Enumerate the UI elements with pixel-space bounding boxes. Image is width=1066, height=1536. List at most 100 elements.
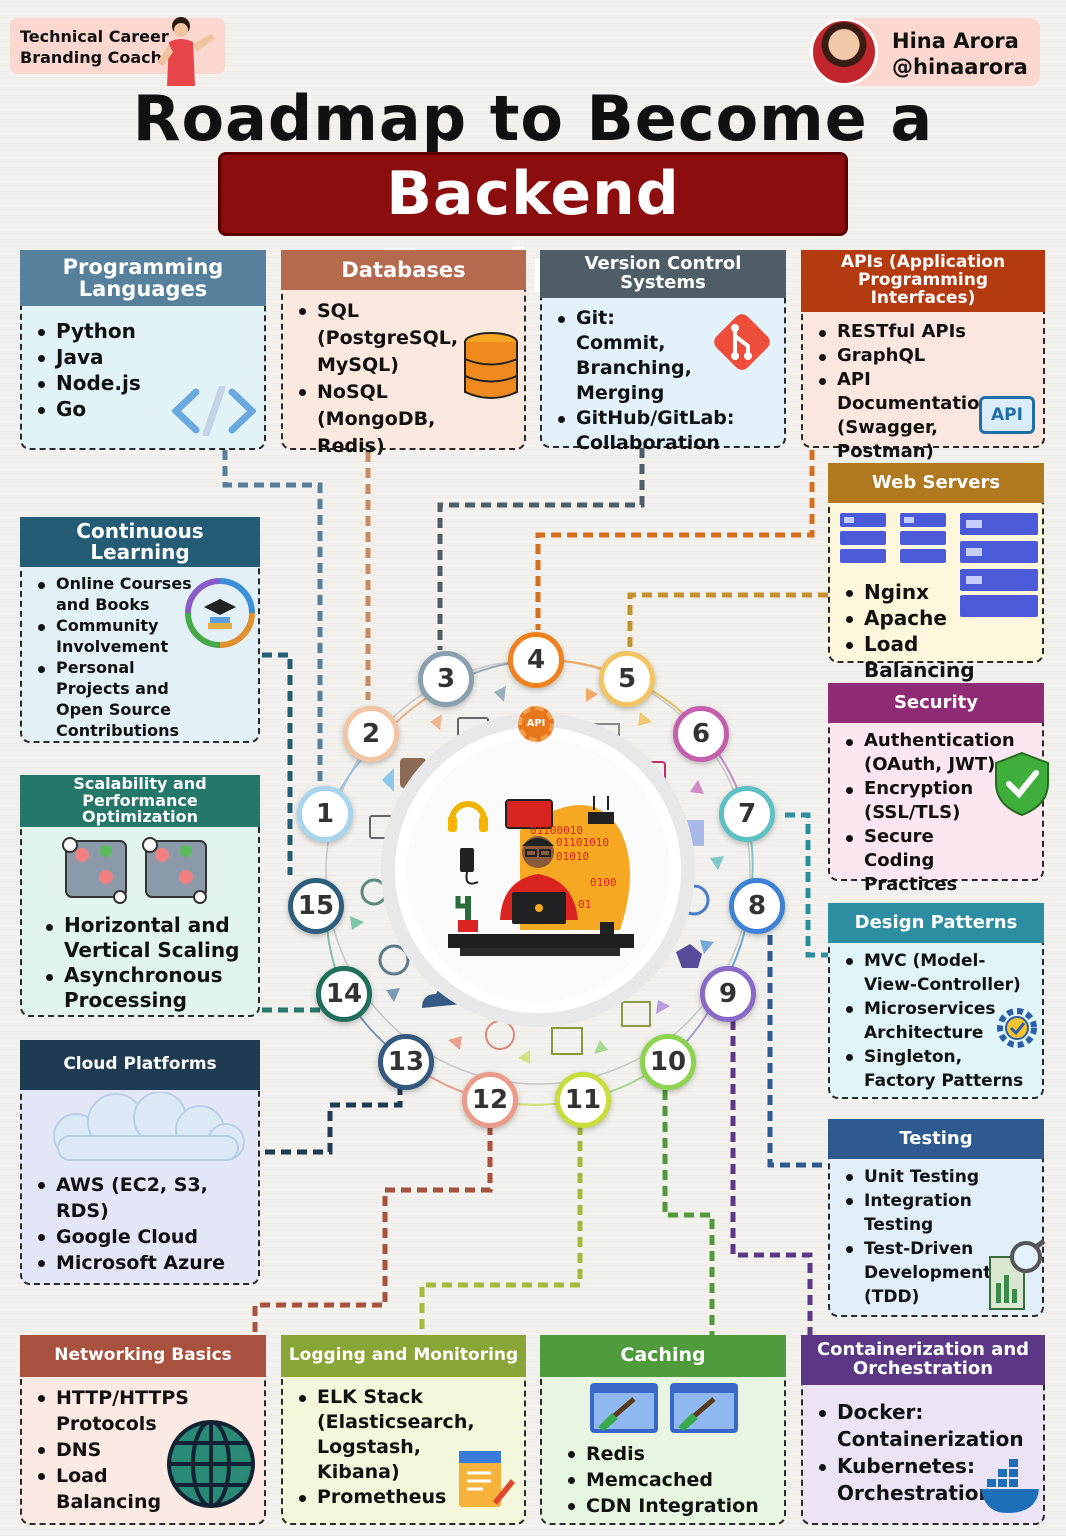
- card-web-servers: Web Servers Nginx Apache Load Balancing: [828, 463, 1044, 682]
- card-version-control: Version Control Systems Git: Commit, Bra…: [540, 250, 786, 454]
- card-title: APIs (Application Programming Interfaces…: [801, 250, 1045, 312]
- list-item: Asynchronous Processing: [40, 963, 250, 1013]
- wheel-node-4: 4: [508, 632, 564, 688]
- binary-text: 01010: [556, 850, 590, 863]
- card-title: Caching: [540, 1335, 786, 1377]
- list-item: GitHub/GitLab: Collaboration: [552, 406, 774, 456]
- coach-line-2: Branding Coach: [20, 48, 163, 67]
- list-item: GraphQL: [813, 344, 1013, 368]
- list-item: ELK Stack (Elasticsearch, Logstash, Kiba…: [293, 1385, 475, 1485]
- author-avatar: [810, 18, 878, 86]
- list-item: Load Balancing: [32, 1463, 182, 1515]
- card-databases: Databases SQL (PostgreSQL, MySQL) NoSQL …: [281, 250, 526, 457]
- list-item: Docker: Containerization: [813, 1399, 1024, 1453]
- list-item: MVC (Model-View-Controller): [840, 949, 1036, 997]
- wheel-node-13: 13: [378, 1034, 434, 1090]
- card-title: Scalability and Performance Optimization: [20, 775, 260, 827]
- list-item: Go: [32, 396, 254, 422]
- card-title: Version Control Systems: [540, 250, 786, 298]
- page-title-banner: Backend Engineer: [218, 152, 848, 307]
- git-icon: [714, 314, 770, 370]
- binary-text: 0100: [590, 876, 617, 889]
- author-name: Hina Arora: [892, 29, 1019, 53]
- card-title: Containerization and Orchestration: [801, 1335, 1045, 1385]
- list-item: Secure Coding Practices: [840, 825, 1010, 897]
- list-item: Java: [32, 344, 254, 370]
- list-item: Microsoft Azure: [32, 1250, 232, 1276]
- card-title: Cloud Platforms: [20, 1040, 260, 1090]
- browser-broom-icon: [590, 1383, 738, 1433]
- code-document-icon: [459, 1451, 515, 1507]
- card-continuous-learning: Continuous Learning Online Courses and B…: [20, 517, 260, 743]
- list-item: RESTful APIs: [813, 320, 1013, 344]
- card-security: Security Authentication (OAuth, JWT) Enc…: [828, 683, 1049, 895]
- coach-figure-icon: [157, 17, 215, 86]
- list-item: Test-Driven Development (TDD): [840, 1237, 1010, 1309]
- card-title: Testing: [828, 1119, 1044, 1159]
- list-item: Unit Testing: [840, 1165, 1010, 1189]
- binary-text: 01: [578, 898, 592, 911]
- card-cloud-platforms: Cloud Platforms AWS (EC2, S3, RDS) Googl…: [20, 1040, 260, 1285]
- page-title-line-1: Roadmap to Become a: [132, 82, 934, 155]
- list-item: DNS: [32, 1437, 182, 1463]
- coach-line-1: Technical Career: [20, 27, 169, 46]
- list-item: Kubernetes: Orchestration: [813, 1453, 1013, 1507]
- shield-check-icon: [995, 751, 1049, 817]
- card-testing: Testing Unit Testing Integration Testing…: [828, 1119, 1046, 1317]
- card-title: Continuous Learning: [20, 517, 260, 567]
- magnifier-chart-icon: [989, 1239, 1046, 1310]
- wheel-node-11: 11: [555, 1072, 611, 1128]
- globe-icon: [167, 1420, 255, 1508]
- author-handle: @hinaarora: [892, 55, 1028, 79]
- list-item: Nginx: [840, 579, 1032, 605]
- list-item: CDN Integration: [562, 1493, 759, 1519]
- code-tag-icon: [172, 386, 256, 436]
- wheel-node-15: 15: [288, 878, 344, 934]
- list-item: Prometheus: [293, 1485, 473, 1510]
- wheel-node-8: 8: [729, 878, 785, 934]
- cloud-icon: [53, 1092, 245, 1161]
- list-item: Load Balancing: [840, 631, 1032, 683]
- list-item: Authentication (OAuth, JWT): [840, 729, 1015, 777]
- binary-text: 01100010: [530, 824, 583, 837]
- wheel-node-6: 6: [673, 706, 729, 762]
- card-programming-languages: Programming Languages Python Java Node.j…: [20, 250, 266, 450]
- wheel-node-9: 9: [700, 966, 756, 1022]
- server-rack-icon: [840, 513, 1038, 617]
- card-title: Programming Languages: [20, 250, 266, 306]
- list-item: Personal Projects and Open Source Contri…: [32, 657, 192, 741]
- list-item: Encryption (SSL/TLS): [840, 777, 1010, 825]
- list-item: Node.js: [32, 370, 254, 396]
- card-caching: Caching Redis Memcached CDN Integration: [540, 1335, 786, 1525]
- card-title: Networking Basics: [20, 1335, 266, 1377]
- coach-tag: Technical Career Branding Coach: [10, 17, 225, 86]
- list-item: HTTP/HTTPS Protocols: [32, 1385, 189, 1437]
- card-apis: APIs (Application Programming Interfaces…: [801, 250, 1045, 462]
- network-gear-icon: [62, 837, 207, 904]
- list-item: Community Involvement: [32, 615, 192, 657]
- wheel-node-7: 7: [719, 786, 775, 842]
- card-title: Design Patterns: [828, 903, 1044, 943]
- database-icon: [464, 332, 518, 399]
- card-networking-basics: Networking Basics HTTP/HTTPS Protocols D…: [20, 1335, 266, 1525]
- wheel-node-12: 12: [462, 1072, 518, 1128]
- roadmap-wheel: [325, 658, 754, 1106]
- author-tag: Hina Arora @hinaarora: [810, 18, 1040, 86]
- list-item: Google Cloud: [32, 1224, 232, 1250]
- card-title: Databases: [281, 250, 526, 290]
- card-containerization: Containerization and Orchestration Docke…: [801, 1335, 1045, 1525]
- card-design-patterns: Design Patterns MVC (Model-View-Controll…: [828, 903, 1044, 1099]
- wheel-node-14: 14: [316, 966, 372, 1022]
- api-gear-icon: API: [518, 706, 554, 742]
- list-item: SQL (PostgreSQL, MySQL): [293, 298, 471, 379]
- list-item: Integration Testing: [840, 1189, 1010, 1237]
- list-item: Git: Commit, Branching, Merging: [552, 306, 702, 406]
- card-title: Web Servers: [828, 463, 1044, 503]
- binary-text: 01101010: [556, 836, 609, 849]
- list-item: Online Courses and Books: [32, 573, 192, 615]
- wheel-node-1: 1: [297, 786, 353, 842]
- list-item: Horizontal and Vertical Scaling: [40, 913, 250, 963]
- list-item: Python: [32, 318, 254, 344]
- card-logging-monitoring: Logging and Monitoring ELK Stack (Elasti…: [281, 1335, 526, 1525]
